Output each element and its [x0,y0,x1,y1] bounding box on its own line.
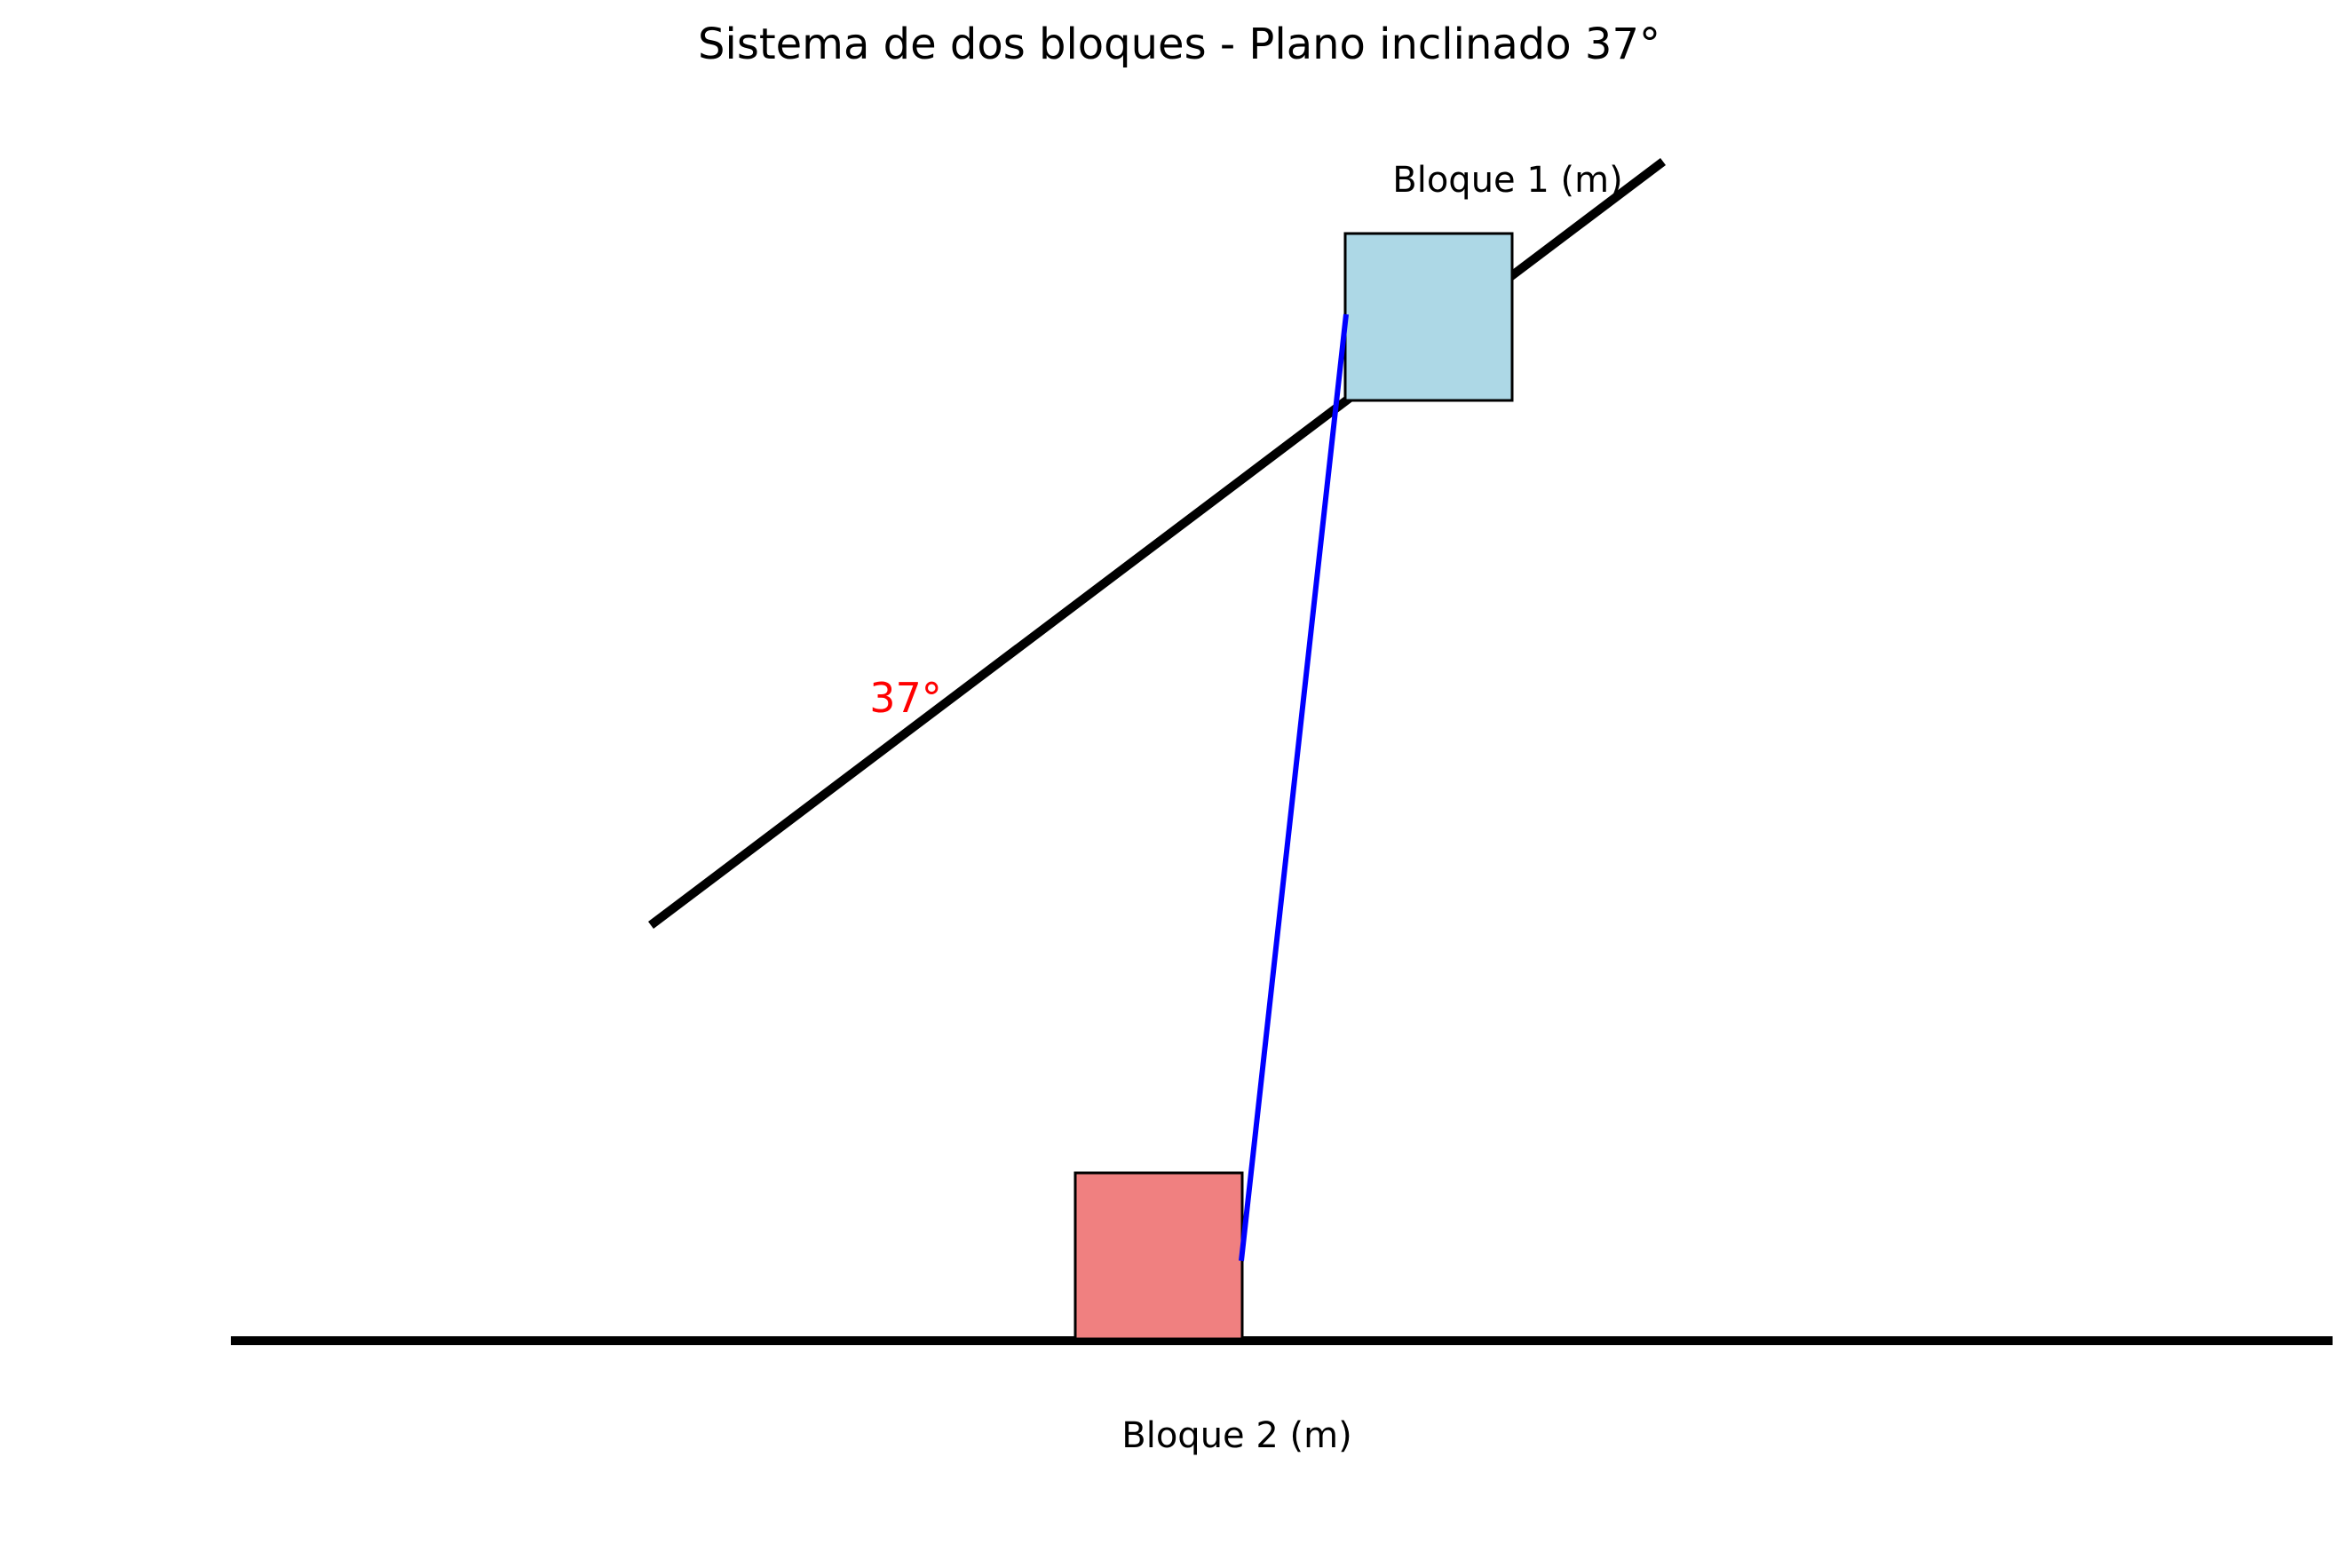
block-1-label: Bloque 1 (m) [1392,160,1622,201]
block-2 [1073,1171,1244,1341]
rope [1239,313,1349,1262]
block-1 [1343,232,1514,402]
block-2-label: Bloque 2 (m) [1121,1415,1351,1456]
angle-label: 37° [869,674,942,722]
diagram-title: Sistema de dos bloques - Plano inclinado… [698,20,1660,69]
